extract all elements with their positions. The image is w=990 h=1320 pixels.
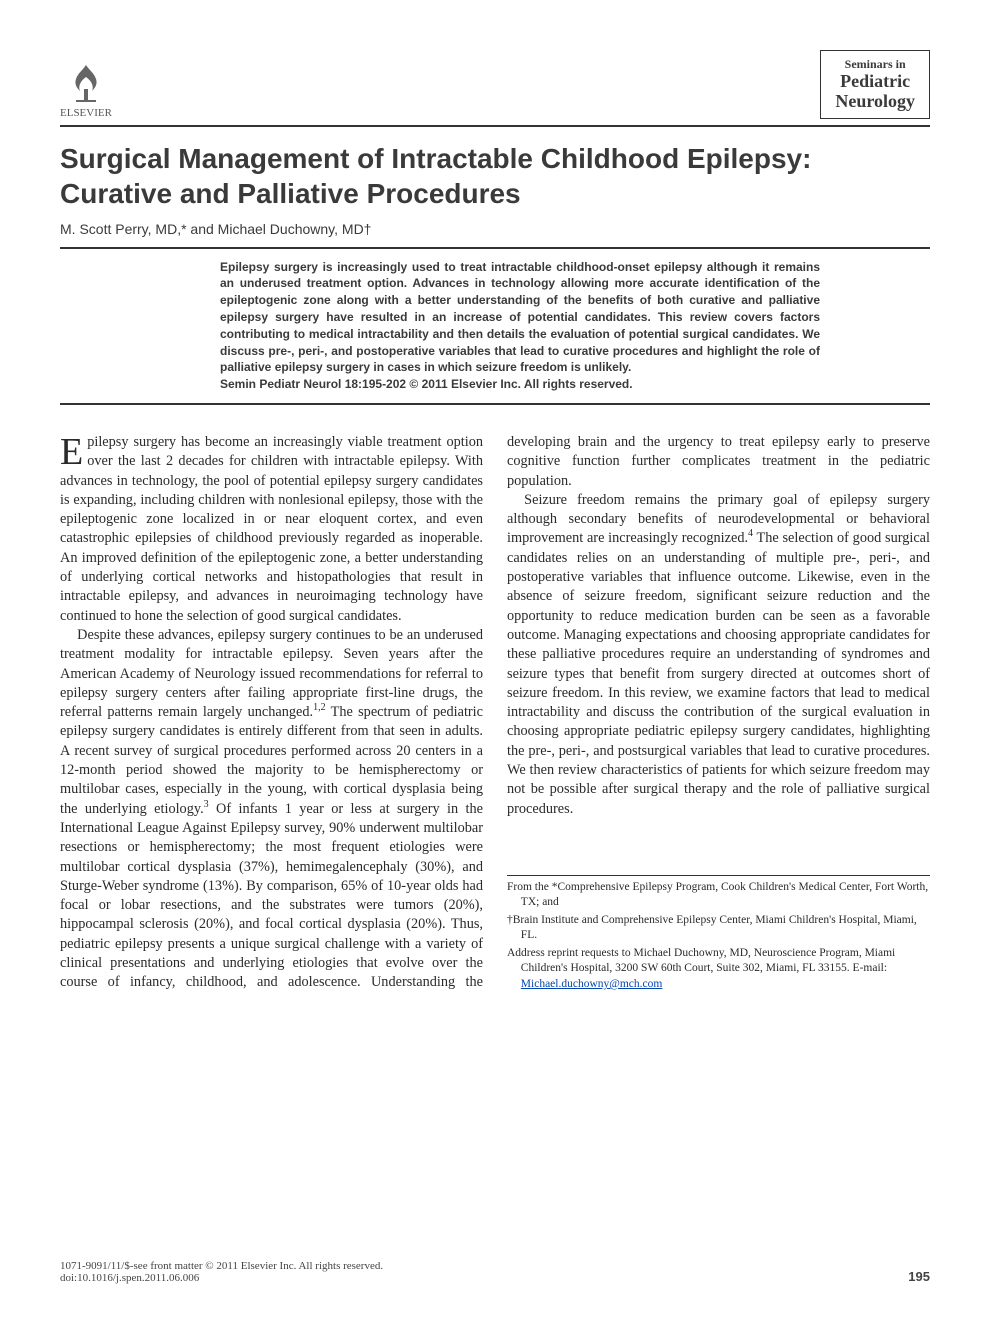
page-header: ELSEVIER Seminars in Pediatric Neurology [60, 50, 930, 127]
dropcap: E [60, 433, 87, 468]
affiliation-2: †Brain Institute and Comprehensive Epile… [507, 913, 930, 944]
affiliations-block: From the *Comprehensive Epilepsy Program… [507, 875, 930, 993]
reprint-address: Address reprint requests to Michael Duch… [507, 946, 930, 993]
doi-line: doi:10.1016/j.spen.2011.06.006 [60, 1272, 383, 1284]
abstract-block: Epilepsy surgery is increasingly used to… [220, 259, 820, 393]
publisher-name: ELSEVIER [60, 107, 112, 119]
elsevier-tree-icon [62, 59, 110, 107]
publisher-logo: ELSEVIER [60, 59, 112, 119]
ref-1-2: 1,2 [313, 702, 326, 713]
reprint-email-link[interactable]: Michael.duchowny@mch.com [521, 978, 663, 990]
paragraph-1: Epilepsy surgery has become an increasin… [60, 433, 483, 626]
rule-below-abstract [60, 403, 930, 405]
abstract-text: Epilepsy surgery is increasingly used to… [220, 260, 820, 375]
rule-above-abstract [60, 247, 930, 249]
page-footer: 1071-9091/11/$-see front matter © 2011 E… [60, 1260, 930, 1284]
journal-name-line1: Pediatric [835, 72, 915, 92]
citation-line: Semin Pediatr Neurol 18:195-202 © 2011 E… [220, 376, 820, 393]
footer-left: 1071-9091/11/$-see front matter © 2011 E… [60, 1260, 383, 1284]
body-columns: Epilepsy surgery has become an increasin… [60, 433, 930, 994]
copyright-line: 1071-9091/11/$-see front matter © 2011 E… [60, 1260, 383, 1272]
reprint-text: Address reprint requests to Michael Duch… [507, 947, 895, 975]
paragraph-3: Seizure freedom remains the primary goal… [507, 491, 930, 819]
author-line: M. Scott Perry, MD,* and Michael Duchown… [60, 221, 930, 237]
page-number: 195 [908, 1269, 930, 1284]
paragraph-1-text: pilepsy surgery has become an increasing… [60, 434, 483, 624]
journal-prefix: Seminars in [835, 57, 915, 72]
journal-name-box: Seminars in Pediatric Neurology [820, 50, 930, 119]
paragraph-3b: The selection of good surgical candidate… [507, 530, 930, 816]
affiliation-1: From the *Comprehensive Epilepsy Program… [507, 880, 930, 911]
journal-name-line2: Neurology [835, 92, 915, 112]
article-title: Surgical Management of Intractable Child… [60, 141, 930, 211]
